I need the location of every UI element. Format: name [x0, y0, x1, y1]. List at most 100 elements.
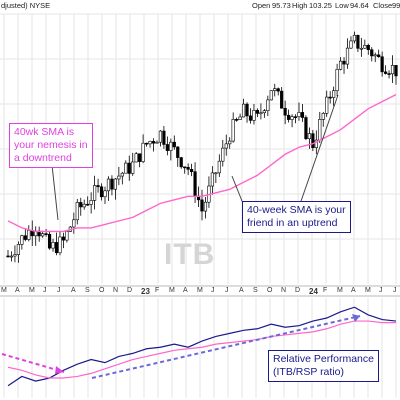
candle-body — [155, 141, 159, 144]
candle-body — [82, 203, 86, 208]
candle-body — [366, 45, 370, 51]
header-low-label: Low — [335, 1, 349, 10]
candle-body — [127, 162, 131, 174]
x-tick-label: J — [57, 287, 61, 294]
candle-body — [318, 119, 322, 141]
candle-body — [373, 54, 377, 57]
x-tick-label: D — [295, 287, 301, 294]
candle-body — [44, 233, 48, 235]
candle-body — [148, 141, 152, 145]
candle-body — [96, 185, 100, 188]
sma-line — [7, 94, 397, 233]
header-low-value: 94.64 — [350, 1, 369, 10]
x-tick-label: M — [169, 287, 175, 294]
candle-body — [65, 231, 69, 241]
x-tick-label: S — [253, 287, 258, 294]
x-tick-label: F — [155, 287, 160, 294]
candle-body — [103, 190, 107, 198]
candle-body — [151, 141, 156, 144]
candle-body — [93, 185, 97, 201]
x-tick-label: 23 — [141, 287, 150, 296]
candle-body — [138, 153, 142, 162]
x-tick-label: F — [323, 287, 328, 294]
x-tick-label: J — [43, 287, 47, 294]
candle-body — [165, 144, 169, 151]
candle-body — [72, 219, 76, 228]
sma-downtrend-note: 40wk SMA is your nemesis in a downtrend — [9, 123, 93, 168]
candle-body — [200, 199, 204, 212]
candle-body — [342, 60, 346, 65]
candle-body — [186, 167, 190, 170]
candle-body — [23, 235, 27, 240]
x-tick-label: A — [15, 287, 20, 294]
candle-body — [110, 178, 114, 190]
x-tick-label: O — [267, 287, 273, 294]
x-tick-label: M — [29, 287, 35, 294]
candle-body — [86, 203, 90, 206]
candle-body — [276, 88, 280, 92]
x-tick-label: M — [365, 287, 371, 294]
candle-body — [79, 202, 83, 208]
candle-body — [75, 202, 79, 221]
candle-body — [183, 166, 187, 169]
candle-body — [20, 235, 24, 245]
candle-body — [99, 186, 104, 198]
arrow-uptrend-pointer-2 — [299, 94, 339, 205]
candle-body — [47, 233, 52, 249]
candle-body — [394, 65, 398, 77]
candle-body — [131, 161, 135, 174]
candle-body — [304, 117, 308, 140]
candle-body — [169, 141, 173, 151]
candle-body — [27, 230, 31, 240]
candle-body — [61, 236, 66, 241]
sma-uptrend-note: 40-week SMA is your friend in an uptrend — [242, 201, 351, 233]
candle-body — [58, 236, 62, 254]
candle-body — [359, 47, 363, 50]
candle-body — [356, 34, 360, 49]
relative-performance-layer — [7, 306, 397, 387]
candle-body — [352, 34, 357, 42]
candle-body — [384, 71, 388, 74]
candle-body — [41, 233, 45, 237]
candle-body — [311, 133, 315, 148]
candle-body — [325, 96, 329, 114]
x-tick-label: A — [351, 287, 356, 294]
candle-body — [9, 255, 14, 258]
candle-body — [162, 130, 166, 145]
x-tick-label: M — [197, 287, 203, 294]
sma-line-layer — [7, 94, 397, 233]
candle-body — [297, 112, 301, 118]
x-tick-label: D — [127, 287, 133, 294]
candle-body — [13, 254, 17, 257]
candle-body — [16, 244, 20, 255]
candle-body — [245, 103, 249, 117]
candle-body — [179, 157, 183, 168]
candle-body — [113, 178, 117, 190]
candle-body — [134, 153, 138, 163]
header-open-value: 95.73 — [272, 1, 291, 10]
price-candles — [6, 31, 398, 263]
x-tick-label: A — [183, 287, 188, 294]
blue-trend-arrow — [91, 315, 361, 379]
candle-body — [390, 65, 395, 75]
candle-body — [280, 90, 284, 109]
x-tick-label: S — [85, 287, 90, 294]
candle-body — [262, 110, 266, 114]
candle-body — [176, 146, 180, 158]
candle-body — [124, 162, 128, 174]
candle-body — [293, 116, 298, 118]
candle-body — [269, 90, 273, 101]
pink-trend-arrow — [1, 353, 65, 373]
pink-trend-arrowhead — [55, 366, 64, 374]
candle-body — [283, 107, 287, 116]
sma-uptrend-line-2: friend in an uptrend — [247, 217, 338, 229]
candle-body — [231, 119, 235, 142]
candle-body — [363, 45, 367, 49]
candle-body — [193, 171, 197, 197]
header-high-label: High — [292, 1, 308, 10]
candle-body — [190, 169, 194, 172]
candle-body — [345, 47, 350, 65]
candle-body — [290, 116, 294, 120]
